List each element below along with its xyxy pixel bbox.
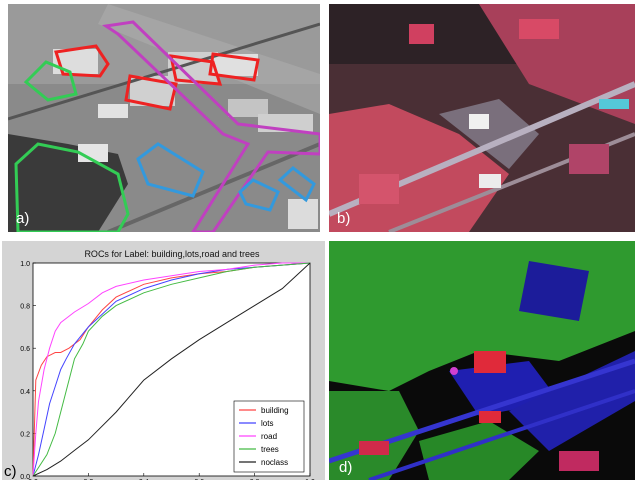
- roc-line-road: [32, 262, 310, 477]
- legend-label-noclass: noclass: [261, 458, 288, 467]
- panel-label-a: a): [16, 210, 30, 227]
- legend-label-building: building: [261, 406, 289, 415]
- roc-line-noclass: [32, 262, 311, 477]
- y-tick-label: 0.2: [20, 431, 30, 438]
- y-tick-label: 1.0: [20, 261, 30, 268]
- legend-label-lots: lots: [261, 419, 273, 428]
- false-color-image: b): [329, 4, 635, 232]
- chart-title: ROCs for Label: building,lots,road and t…: [84, 249, 260, 259]
- legend-label-trees: trees: [261, 445, 279, 454]
- panel-label-b: b): [337, 210, 351, 227]
- aerial-scene-a: [8, 4, 320, 232]
- legend-label-road: road: [261, 432, 277, 441]
- roc-line-trees: [32, 262, 311, 477]
- panel-label-d: d): [339, 459, 353, 476]
- y-tick-label: 0.0: [20, 474, 30, 480]
- classification-scene-d: [329, 241, 635, 480]
- classification-map: d): [329, 241, 635, 480]
- y-tick-label: 0.6: [20, 346, 30, 353]
- roc-chart-panel: ROCs for Label: building,lots,road and t…: [2, 241, 325, 480]
- y-tick-label: 0.4: [20, 389, 30, 396]
- roc-chart: ROCs for Label: building,lots,road and t…: [20, 249, 315, 480]
- false-color-scene-b: [329, 4, 635, 232]
- panel-label-c: c): [4, 463, 17, 480]
- aerial-image-annotated: a): [8, 4, 320, 232]
- y-tick-label: 0.8: [20, 304, 30, 311]
